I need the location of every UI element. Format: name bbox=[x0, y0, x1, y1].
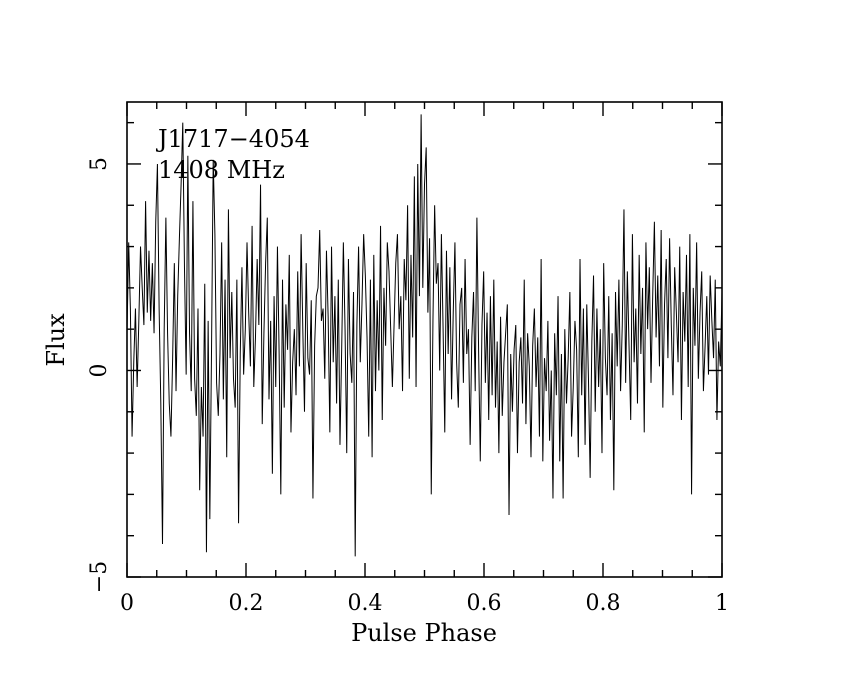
x-tick-label: 0.6 bbox=[467, 591, 502, 616]
y-axis-title: Flux bbox=[42, 313, 70, 367]
y-tick-label: 0 bbox=[87, 363, 112, 377]
series-layer bbox=[126, 114, 723, 557]
x-tick-label: 0.4 bbox=[348, 591, 383, 616]
x-tick-label: 0.8 bbox=[586, 591, 621, 616]
annotation-frequency: 1408 MHz bbox=[158, 156, 285, 184]
flux-series-line-0 bbox=[126, 114, 723, 557]
x-tick-label: 0.2 bbox=[229, 591, 264, 616]
tick-layer: 0 0.2 0.4 0.6 0.8 1 −5 0 5 bbox=[87, 102, 729, 616]
x-axis-title: Pulse Phase bbox=[351, 619, 497, 647]
annotation-pulsar-name: J1717−4054 bbox=[155, 125, 310, 153]
x-tick-label: 0 bbox=[120, 591, 134, 616]
x-tick-label: 1 bbox=[715, 591, 729, 616]
y-tick-label: −5 bbox=[87, 561, 112, 593]
y-tick-label: 5 bbox=[87, 157, 112, 171]
